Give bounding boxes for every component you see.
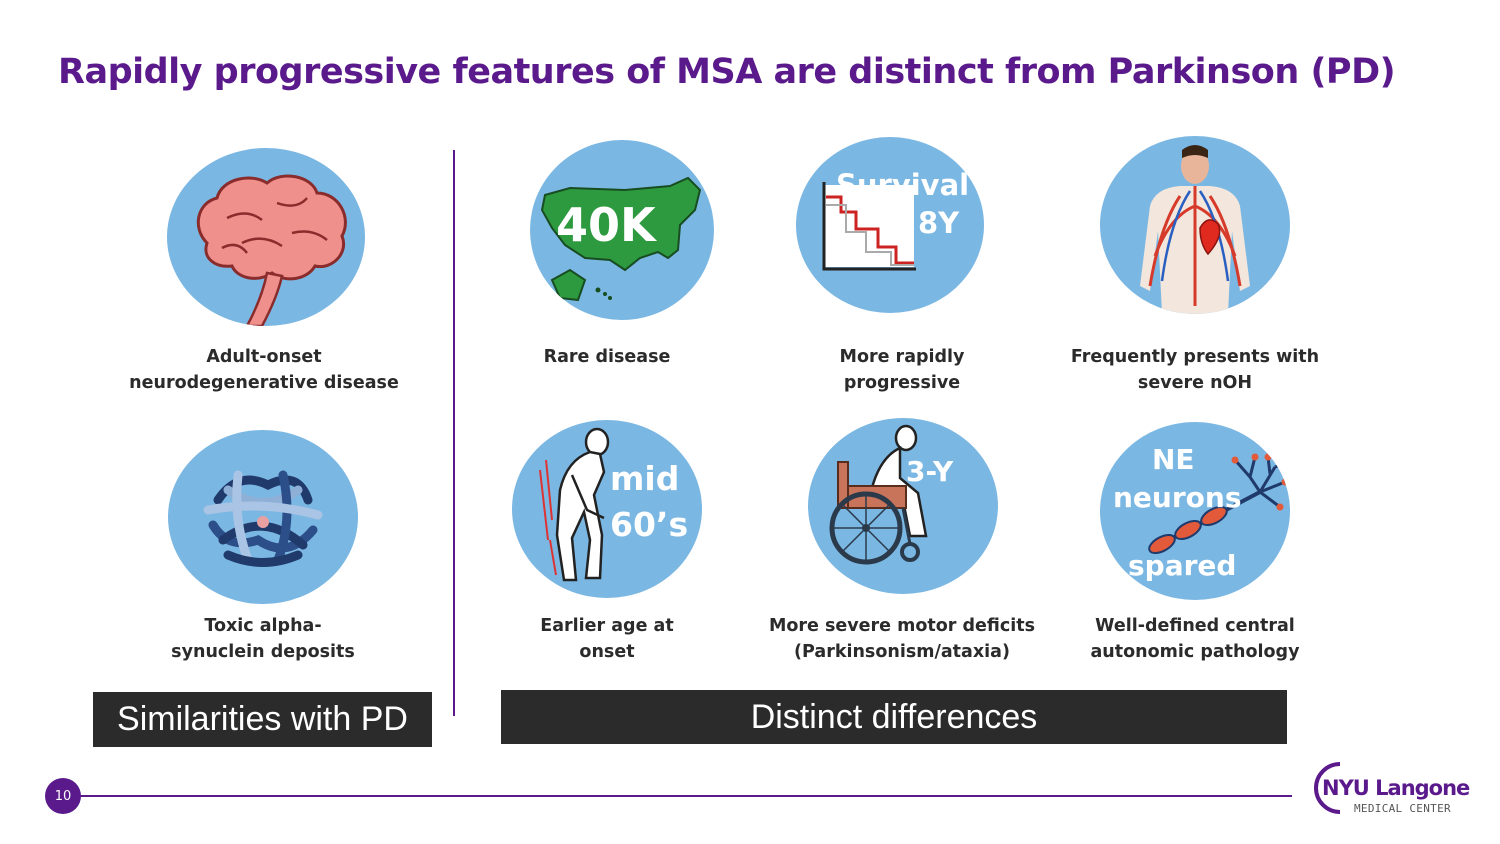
us-map-circle: 40K (530, 140, 714, 320)
cardiovascular-body-icon (1140, 145, 1250, 314)
caption-rapidly-progressive: More rapidly progressive (839, 347, 965, 393)
survival-label: Survival (836, 168, 970, 202)
footer-line (78, 795, 1292, 797)
section-divider (453, 150, 455, 716)
survival-circle: Survival 8Y (796, 137, 984, 313)
protein-aggregate-icon (203, 470, 323, 567)
neurons-label: neurons (1113, 481, 1242, 514)
page-number: 10 (45, 778, 81, 814)
wheelchair-icon (829, 424, 928, 565)
age-onset-circle: mid 60’s (512, 420, 702, 598)
prevalence-label: 40K (556, 198, 656, 252)
age-sixties-label: 60’s (610, 505, 689, 544)
motor-deficits-circle: 3-Y (808, 418, 998, 594)
stooped-person-icon (539, 427, 610, 582)
cardiovascular-circle (1100, 136, 1290, 314)
brain-circle (167, 148, 365, 326)
caption-rare-disease: Rare disease (543, 347, 671, 367)
slide-title: Rapidly progressive features of MSA are … (58, 52, 1396, 92)
caption-alpha-synuclein: Toxic alpha- synuclein deposits (171, 616, 355, 662)
logo-subtitle: MEDICAL CENTER (1354, 802, 1451, 815)
similarities-banner: Similarities with PD (93, 692, 432, 747)
logo-brand: NYU Langone (1322, 776, 1470, 800)
caption-severe-noh: Frequently presents with severe nOH (1070, 347, 1320, 393)
brain-icon (196, 174, 347, 326)
caption-motor-deficits: More severe motor deficits (Parkinsonism… (768, 616, 1036, 662)
caption-autonomic-pathology: Well-defined central autonomic pathology (1090, 616, 1300, 662)
survival-years: 8Y (918, 206, 960, 240)
motor-years-label: 3-Y (906, 455, 954, 488)
logo-arc-icon (1314, 762, 1341, 814)
survival-curve-icon (822, 182, 916, 271)
ne-label: NE (1152, 443, 1195, 476)
neuron-icon (1148, 453, 1290, 555)
differences-banner: Distinct differences (501, 690, 1287, 744)
ne-neurons-circle: NE neurons spared (1100, 422, 1290, 600)
us-map-icon (540, 176, 702, 302)
protein-aggregate-circle (168, 430, 358, 604)
spared-label: spared (1128, 549, 1237, 582)
caption-earlier-age: Earlier age at onset (540, 616, 674, 662)
caption-adult-onset: Adult-onset neurodegenerative disease (129, 347, 399, 393)
nyu-langone-logo: NYU Langone MEDICAL CENTER (1310, 760, 1470, 820)
age-mid-label: mid (610, 459, 680, 498)
